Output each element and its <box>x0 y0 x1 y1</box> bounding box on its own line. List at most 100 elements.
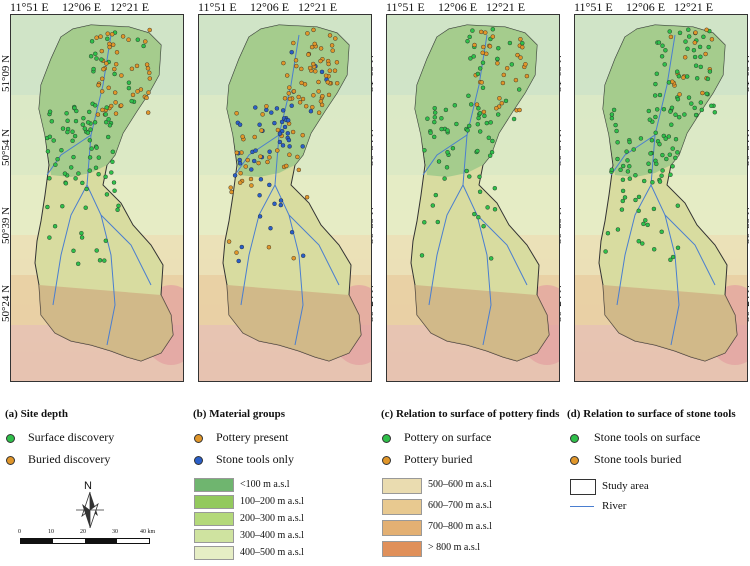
site-dot <box>490 27 496 32</box>
site-dot <box>640 241 645 246</box>
site-dot <box>291 255 296 261</box>
site-dot <box>488 120 493 125</box>
site-dot <box>675 150 680 155</box>
legend-a-surface: Surface discovery <box>28 430 115 444</box>
site-dot <box>300 132 305 138</box>
site-dot <box>145 66 151 71</box>
site-dot <box>229 189 234 195</box>
site-dot <box>693 30 698 35</box>
site-dot <box>515 52 520 58</box>
site-dot <box>239 244 244 250</box>
site-dot <box>654 107 660 112</box>
site-dot <box>311 93 316 98</box>
site-dot <box>675 203 681 208</box>
site-dot <box>676 74 682 79</box>
site-dot <box>436 159 442 164</box>
site-dot <box>472 211 477 217</box>
site-dot <box>478 29 484 35</box>
river <box>650 34 680 346</box>
site-dot <box>509 62 515 67</box>
site-dot <box>707 69 713 74</box>
lon-label-b-0: 11°51 E <box>198 0 237 14</box>
site-dot <box>668 109 673 114</box>
site-dot <box>484 120 490 126</box>
site-dot <box>103 112 108 117</box>
site-dot <box>636 194 642 200</box>
site-dot <box>654 161 659 167</box>
site-dot <box>653 130 658 136</box>
site-dot <box>653 81 658 87</box>
site-dot <box>698 100 704 105</box>
site-dot <box>307 65 313 71</box>
site-dot <box>289 229 295 235</box>
site-dot <box>495 112 501 117</box>
site-dot <box>659 54 665 59</box>
site-dot <box>615 156 620 162</box>
site-dot <box>280 108 286 113</box>
site-dot <box>686 34 692 39</box>
site-dot <box>490 34 496 39</box>
site-dot <box>47 134 53 140</box>
site-dot <box>618 167 623 173</box>
north-arrow-icon <box>76 491 104 528</box>
site-dot <box>108 103 114 109</box>
site-dot <box>147 76 153 81</box>
site-dot <box>94 248 99 253</box>
site-dot <box>99 76 105 81</box>
site-dot <box>326 92 332 98</box>
scale-bar <box>20 538 150 544</box>
site-dot <box>141 43 146 49</box>
site-dot <box>146 90 151 95</box>
elevation-swatch <box>194 512 234 526</box>
site-dot <box>287 85 292 90</box>
site-dot <box>663 136 668 141</box>
lon-label-c-1: 12°06 E <box>438 0 478 14</box>
site-dot <box>306 52 311 57</box>
site-dot <box>518 37 523 42</box>
elevation-swatch <box>382 499 422 515</box>
site-dot <box>485 205 490 210</box>
map-svg-d <box>575 15 747 381</box>
river <box>100 214 152 286</box>
site-dot <box>647 168 653 174</box>
site-dot <box>112 188 117 193</box>
lowland-area <box>227 25 349 177</box>
upland-area <box>39 285 173 361</box>
site-dot <box>279 119 285 125</box>
legend-d-surface: Stone tools on surface <box>594 430 701 444</box>
site-dot <box>651 247 657 252</box>
site-dot <box>327 33 333 38</box>
upland-area <box>415 285 549 361</box>
river <box>462 34 492 346</box>
site-dot <box>295 154 300 160</box>
site-dot <box>622 195 628 200</box>
river <box>86 34 116 346</box>
elevation-label: <100 m a.s.l <box>240 479 290 490</box>
site-dot <box>259 128 264 133</box>
site-dot <box>277 131 283 137</box>
site-dot <box>96 171 101 177</box>
site-dot <box>119 73 124 78</box>
site-dot <box>467 174 472 179</box>
upland-area <box>227 285 361 361</box>
site-dot <box>657 179 663 184</box>
river <box>288 214 340 286</box>
site-dot <box>646 108 652 114</box>
site-dot <box>111 180 117 185</box>
site-dot <box>113 100 118 105</box>
site-dot <box>682 112 687 117</box>
site-dot <box>110 159 115 165</box>
site-dot <box>475 148 480 154</box>
site-dot <box>59 147 64 153</box>
legend-b-pottery: Pottery present <box>216 430 289 444</box>
site-dot <box>294 63 299 69</box>
site-dot <box>308 108 314 114</box>
site-dot <box>470 28 475 33</box>
site-dot <box>621 163 626 169</box>
site-dot <box>631 147 636 152</box>
site-dot <box>126 37 131 42</box>
site-dot <box>435 219 440 225</box>
site-dot <box>495 61 500 66</box>
site-dot <box>483 30 488 35</box>
site-dot <box>333 36 338 41</box>
